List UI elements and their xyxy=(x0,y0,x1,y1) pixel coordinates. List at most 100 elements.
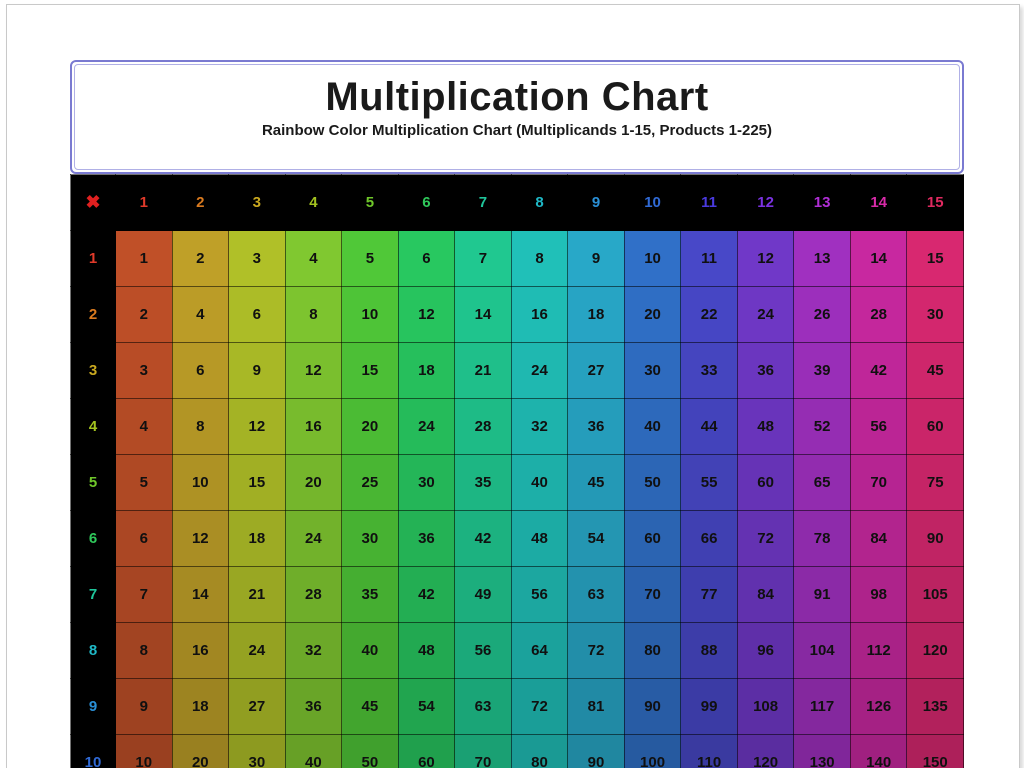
product-cell: 24 xyxy=(285,511,342,567)
product-cell: 52 xyxy=(794,399,851,455)
product-cell: 72 xyxy=(511,679,568,735)
product-cell: 12 xyxy=(172,511,229,567)
product-cell: 12 xyxy=(229,399,286,455)
product-cell: 104 xyxy=(794,623,851,679)
product-cell: 20 xyxy=(342,399,399,455)
product-cell: 16 xyxy=(285,399,342,455)
product-cell: 50 xyxy=(342,735,399,768)
product-cell: 8 xyxy=(172,399,229,455)
product-cell: 60 xyxy=(737,455,794,511)
product-cell: 117 xyxy=(794,679,851,735)
row-header: 10 xyxy=(71,735,116,768)
product-cell: 15 xyxy=(229,455,286,511)
product-cell: 10 xyxy=(172,455,229,511)
product-cell: 24 xyxy=(511,343,568,399)
table-row: 10102030405060708090100110120130140150 xyxy=(71,735,964,768)
product-cell: 108 xyxy=(737,679,794,735)
product-cell: 6 xyxy=(116,511,173,567)
row-header: 8 xyxy=(71,623,116,679)
product-cell: 60 xyxy=(624,511,681,567)
product-cell: 18 xyxy=(398,343,455,399)
table-header-row: ✖ 123456789101112131415 xyxy=(71,175,964,231)
product-cell: 27 xyxy=(229,679,286,735)
product-cell: 49 xyxy=(455,567,512,623)
product-cell: 126 xyxy=(850,679,907,735)
product-cell: 12 xyxy=(285,343,342,399)
product-cell: 72 xyxy=(737,511,794,567)
column-header: 2 xyxy=(172,175,229,231)
product-cell: 21 xyxy=(455,343,512,399)
product-cell: 32 xyxy=(285,623,342,679)
title-frame-outer: Multiplication Chart Rainbow Color Multi… xyxy=(70,60,964,174)
product-cell: 39 xyxy=(794,343,851,399)
multiplication-table: ✖ 123456789101112131415 1123456789101112… xyxy=(70,174,964,768)
product-cell: 60 xyxy=(907,399,964,455)
page-subtitle: Rainbow Color Multiplication Chart (Mult… xyxy=(85,122,949,139)
product-cell: 33 xyxy=(681,343,738,399)
column-header: 10 xyxy=(624,175,681,231)
product-cell: 56 xyxy=(455,623,512,679)
product-cell: 42 xyxy=(455,511,512,567)
product-cell: 18 xyxy=(229,511,286,567)
product-cell: 5 xyxy=(342,231,399,287)
product-cell: 8 xyxy=(116,623,173,679)
product-cell: 54 xyxy=(568,511,625,567)
table-row: 44812162024283236404448525660 xyxy=(71,399,964,455)
product-cell: 98 xyxy=(850,567,907,623)
row-header: 1 xyxy=(71,231,116,287)
product-cell: 30 xyxy=(398,455,455,511)
column-header: 12 xyxy=(737,175,794,231)
product-cell: 4 xyxy=(285,231,342,287)
page-title: Multiplication Chart xyxy=(85,75,949,120)
product-cell: 120 xyxy=(737,735,794,768)
product-cell: 14 xyxy=(455,287,512,343)
product-cell: 6 xyxy=(172,343,229,399)
product-cell: 42 xyxy=(850,343,907,399)
product-cell: 135 xyxy=(907,679,964,735)
product-cell: 28 xyxy=(850,287,907,343)
product-cell: 30 xyxy=(624,343,681,399)
product-cell: 88 xyxy=(681,623,738,679)
product-cell: 6 xyxy=(398,231,455,287)
chart-container: ✖ 123456789101112131415 1123456789101112… xyxy=(70,174,964,768)
column-header: 14 xyxy=(850,175,907,231)
page: Multiplication Chart Rainbow Color Multi… xyxy=(0,0,1024,768)
product-cell: 42 xyxy=(398,567,455,623)
column-header: 13 xyxy=(794,175,851,231)
product-cell: 130 xyxy=(794,735,851,768)
row-header: 9 xyxy=(71,679,116,735)
product-cell: 22 xyxy=(681,287,738,343)
product-cell: 45 xyxy=(342,679,399,735)
product-cell: 14 xyxy=(850,231,907,287)
table-row: 3369121518212427303336394245 xyxy=(71,343,964,399)
product-cell: 26 xyxy=(794,287,851,343)
product-cell: 35 xyxy=(342,567,399,623)
product-cell: 3 xyxy=(229,231,286,287)
product-cell: 3 xyxy=(116,343,173,399)
table-row: 9918273645546372819099108117126135 xyxy=(71,679,964,735)
product-cell: 91 xyxy=(794,567,851,623)
column-header: 15 xyxy=(907,175,964,231)
table-row: 7714212835424956637077849198105 xyxy=(71,567,964,623)
product-cell: 32 xyxy=(511,399,568,455)
product-cell: 60 xyxy=(398,735,455,768)
product-cell: 110 xyxy=(681,735,738,768)
product-cell: 4 xyxy=(116,399,173,455)
product-cell: 25 xyxy=(342,455,399,511)
product-cell: 20 xyxy=(172,735,229,768)
product-cell: 70 xyxy=(455,735,512,768)
product-cell: 2 xyxy=(116,287,173,343)
product-cell: 4 xyxy=(172,287,229,343)
row-header: 3 xyxy=(71,343,116,399)
product-cell: 48 xyxy=(398,623,455,679)
product-cell: 36 xyxy=(398,511,455,567)
product-cell: 14 xyxy=(172,567,229,623)
product-cell: 7 xyxy=(455,231,512,287)
row-header: 2 xyxy=(71,287,116,343)
product-cell: 48 xyxy=(511,511,568,567)
corner-cell: ✖ xyxy=(71,175,116,231)
product-cell: 90 xyxy=(568,735,625,768)
product-cell: 11 xyxy=(681,231,738,287)
product-cell: 24 xyxy=(229,623,286,679)
product-cell: 112 xyxy=(850,623,907,679)
